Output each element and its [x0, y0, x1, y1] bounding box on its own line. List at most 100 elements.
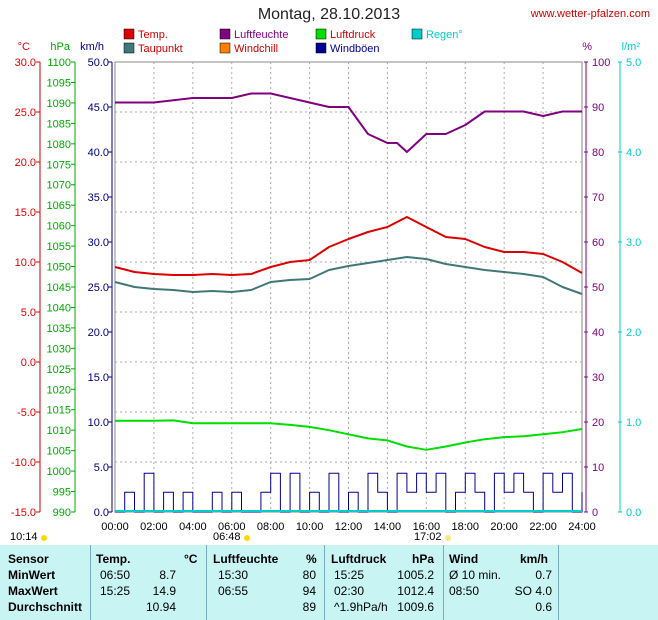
stats-cell-wind: SO 4.0: [514, 584, 552, 598]
wind-tick-label: 50.0: [88, 57, 109, 69]
pressure-tick-label: 990: [53, 507, 71, 519]
stats-cell-hum_time: 15:30: [218, 568, 249, 582]
wind-tick-label: 20.0: [88, 327, 109, 339]
stats-cell-wind_time: 08:50: [449, 584, 480, 598]
pressure-tick-label: 1040: [47, 302, 71, 314]
legend-label: Regen°: [426, 29, 463, 41]
x-tick-label: 10:00: [296, 521, 324, 533]
pressure-tick-label: 1085: [47, 118, 71, 130]
stats-cell-hum: 89: [302, 600, 316, 614]
pressure-tick-label: 1070: [47, 180, 71, 192]
stats-cell-label: MaxWert: [8, 584, 58, 598]
x-tick-label: 08:00: [257, 521, 285, 533]
temp-tick-label: 0.0: [21, 357, 36, 369]
page-title: Montag, 28.10.2013: [257, 6, 401, 23]
sunrise-time-label: 06:48: [213, 531, 241, 543]
stats-header-press: Luftdruck: [331, 552, 387, 566]
stats-cell-temp: 8.7: [159, 568, 176, 582]
legend-swatch: [315, 28, 327, 40]
humidity-tick-label: 80: [592, 147, 604, 159]
humidity-tick-label: 90: [592, 102, 604, 114]
stats-cell-press_time: 02:30: [334, 584, 365, 598]
sunset-time-label: 17:02: [414, 531, 442, 543]
pressure-tick-label: 1065: [47, 200, 71, 212]
humidity-tick-label: 20: [592, 417, 604, 429]
stats-cell-press_time: 15:25: [334, 568, 365, 582]
stats-cell-press: 1009.6: [397, 600, 434, 614]
x-tick-label: 02:00: [140, 521, 168, 533]
x-tick-label: 12:00: [335, 521, 363, 533]
series-line-taupunkt: [114, 256, 583, 295]
stats-header-press-unit: hPa: [412, 552, 435, 566]
site-url-link[interactable]: www.wetter-pfalzen.com: [530, 8, 650, 20]
humidity-tick-label: 10: [592, 462, 604, 474]
stats-cell-hum: 80: [302, 568, 316, 582]
wind-tick-label: 10.0: [88, 417, 109, 429]
x-tick-label: 18:00: [451, 521, 479, 533]
pressure-tick-label: 1075: [47, 159, 71, 171]
legend-label: Luftfeuchte: [234, 29, 288, 41]
wind-tick-label: 40.0: [88, 147, 109, 159]
humidity-tick-label: 0: [592, 507, 598, 519]
x-tick-label: 22:00: [529, 521, 557, 533]
stats-header-wind: Wind: [449, 552, 479, 566]
x-tick-label: 04:00: [179, 521, 207, 533]
stats-cell-hum: 94: [302, 584, 316, 598]
sunrise-icon: [244, 535, 250, 541]
sunset-icon: [445, 535, 451, 541]
temp-tick-label: 30.0: [15, 57, 36, 69]
humidity-tick-label: 100: [592, 57, 610, 69]
humidity-tick-label: 60: [592, 237, 604, 249]
stats-cell-press: 1005.2: [397, 568, 434, 582]
legend-swatch: [123, 42, 135, 54]
stats-header-hum: Luftfeuchte: [213, 552, 279, 566]
stats-divider: [324, 545, 325, 620]
pressure-tick-label: 1060: [47, 221, 71, 233]
wind-tick-label: 15.0: [88, 372, 109, 384]
legend-swatch: [123, 28, 135, 40]
pressure-tick-label: 1000: [47, 466, 71, 478]
legend-swatch: [411, 28, 423, 40]
pressure-tick-label: 1100: [47, 57, 71, 69]
temp-tick-label: 5.0: [21, 307, 36, 319]
legend-label: Taupunkt: [138, 43, 183, 55]
pressure-tick-label: 1030: [47, 343, 71, 355]
stats-header-sensor: Sensor: [8, 552, 49, 566]
stats-cell-wind: 0.6: [535, 600, 552, 614]
stats-cell-wind: 0.7: [535, 568, 552, 582]
humidity-axis-unit: %: [582, 41, 592, 53]
legend-label: Luftdruck: [330, 29, 376, 41]
pressure-axis-unit: hPa: [50, 41, 70, 53]
temp-tick-label: -10.0: [11, 457, 36, 469]
x-tick-label: 06:00: [218, 521, 246, 533]
legend-label: Windchill: [234, 43, 278, 55]
temp-tick-label: 15.0: [15, 207, 36, 219]
legend-label: Temp.: [138, 29, 168, 41]
stats-cell-wind_time: Ø 10 min.: [449, 568, 502, 582]
temp-tick-label: 10.0: [15, 257, 36, 269]
x-tick-label: 16:00: [413, 521, 441, 533]
pressure-tick-label: 1055: [47, 241, 71, 253]
pressure-tick-label: 995: [53, 487, 71, 499]
legend-swatch: [315, 42, 327, 54]
x-tick-label: 24:00: [568, 521, 596, 533]
stats-divider: [90, 545, 91, 620]
temp-tick-label: -5.0: [17, 407, 36, 419]
pressure-tick-label: 1090: [47, 98, 71, 110]
stats-cell-press: 1012.4: [397, 584, 434, 598]
stats-header-temp-unit: °C: [184, 552, 198, 566]
x-tick-label: 00:00: [101, 521, 129, 533]
rain-tick-label: 4.0: [626, 147, 641, 159]
wind-axis-unit: km/h: [80, 41, 104, 53]
humidity-tick-label: 30: [592, 372, 604, 384]
x-tick-label: 14:00: [374, 521, 402, 533]
sun-icon-left: [41, 535, 47, 541]
stats-table: Sensor Temp. °C Luftfeuchte % Luftdruck …: [0, 545, 658, 620]
series-line-temp: [114, 216, 583, 276]
series-line-windben: [115, 472, 583, 513]
temp-tick-label: 25.0: [15, 107, 36, 119]
pressure-tick-label: 1025: [47, 364, 71, 376]
rain-tick-label: 3.0: [626, 237, 641, 249]
stats-divider: [443, 545, 444, 620]
